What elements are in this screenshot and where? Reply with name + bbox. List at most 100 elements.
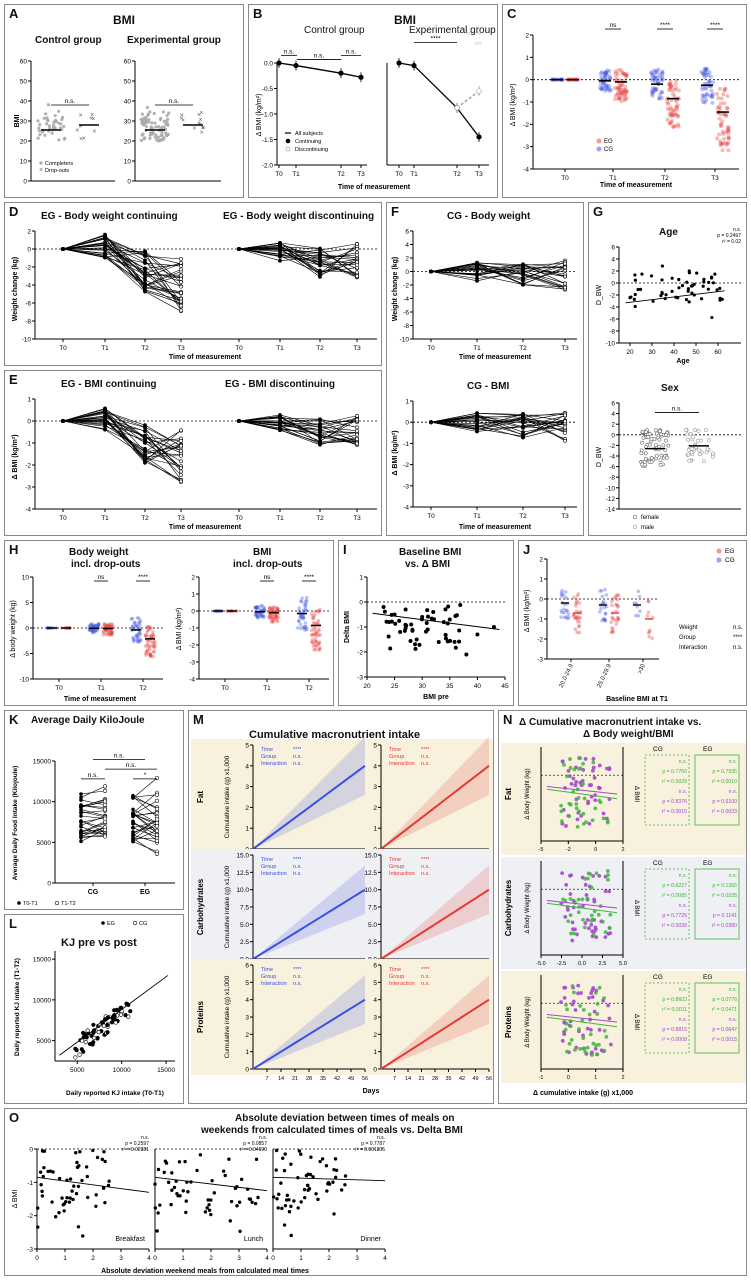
eg-point bbox=[110, 629, 114, 634]
y-axis-label: Δ BMI (kg/m²) bbox=[176, 608, 183, 651]
cg-point bbox=[703, 87, 708, 92]
cg-point bbox=[135, 639, 140, 644]
sig-label: **** bbox=[660, 22, 671, 29]
completer-point bbox=[38, 123, 42, 127]
eg-bmi-discontinuing-line bbox=[238, 420, 358, 444]
cg-point bbox=[295, 626, 300, 630]
x-tick-label: 35 bbox=[445, 1076, 451, 1082]
cg-point bbox=[606, 873, 610, 877]
panel-a-label: A bbox=[9, 6, 19, 21]
stat-label: n.s. bbox=[729, 1017, 737, 1023]
female-point bbox=[649, 459, 654, 464]
eg-point bbox=[106, 632, 111, 636]
eg-point bbox=[617, 96, 622, 101]
y-axis-label: Cumulative intake (g) x1,000 bbox=[224, 755, 231, 838]
eg-point bbox=[618, 91, 623, 96]
eg-point bbox=[610, 596, 615, 601]
cg-point bbox=[562, 763, 566, 767]
panel-h-label: H bbox=[9, 542, 19, 557]
cg-bmi-point bbox=[521, 412, 525, 417]
eg-point bbox=[318, 646, 322, 650]
t0t1-point bbox=[131, 796, 135, 800]
x-axis-label: Time of measurement bbox=[169, 354, 242, 361]
male-point bbox=[705, 447, 710, 452]
cg-point bbox=[254, 605, 259, 610]
male-point bbox=[689, 450, 694, 455]
eg-point bbox=[615, 92, 620, 97]
cg-point bbox=[603, 72, 608, 77]
cg-bmi-point bbox=[521, 424, 525, 429]
eg-point bbox=[574, 601, 579, 606]
cg-point bbox=[304, 595, 309, 600]
data-point bbox=[271, 1195, 276, 1199]
cg-point bbox=[131, 639, 136, 644]
eg-point bbox=[646, 599, 651, 604]
age-point bbox=[695, 271, 699, 275]
cg-point bbox=[94, 624, 99, 628]
eg-point bbox=[603, 889, 608, 894]
cg-point bbox=[567, 615, 571, 620]
eg-point bbox=[317, 642, 321, 647]
age-point bbox=[686, 287, 690, 291]
stat-label: r² = 0.0085 bbox=[662, 893, 687, 899]
eg-bmi-continuing-line bbox=[62, 408, 182, 442]
completer-point bbox=[46, 119, 50, 123]
data-point bbox=[77, 1164, 81, 1168]
regression-line bbox=[546, 788, 618, 800]
cg-point bbox=[299, 615, 303, 620]
cg-point bbox=[297, 619, 301, 624]
cg-point bbox=[657, 72, 662, 77]
eg-point bbox=[317, 647, 322, 652]
eg-point bbox=[616, 87, 621, 92]
cg-point bbox=[135, 636, 140, 641]
eg-point bbox=[717, 132, 722, 137]
cg-weight-line bbox=[430, 263, 566, 272]
eg-point bbox=[667, 86, 672, 91]
cg-weight-point bbox=[475, 271, 479, 276]
eg-point bbox=[147, 644, 152, 649]
eg-point bbox=[725, 106, 730, 111]
cg-point bbox=[701, 70, 706, 75]
stat-value: n.s. bbox=[733, 645, 743, 651]
cg-point bbox=[255, 615, 260, 620]
eg-point bbox=[672, 87, 677, 92]
eg-continuing-point bbox=[143, 285, 147, 289]
panel-d-title-right: EG - Body weight discontinuing bbox=[223, 211, 375, 222]
stat-label: r² = 0.0029 bbox=[662, 779, 687, 785]
panel-m-title: Cumulative macronutrient intake bbox=[249, 729, 421, 741]
eg-point bbox=[148, 653, 153, 658]
eg-point bbox=[564, 882, 569, 887]
cg-point bbox=[565, 1049, 569, 1054]
eg-point bbox=[563, 914, 568, 919]
eg-point bbox=[667, 82, 672, 87]
eg-point bbox=[317, 627, 321, 631]
y-tick-label: -3 bbox=[27, 1247, 33, 1254]
cg-point bbox=[93, 629, 97, 634]
x-tick-label: -5 bbox=[539, 847, 544, 853]
panel-g-title-top: Age bbox=[659, 227, 678, 238]
x-tick-label: T2 bbox=[337, 171, 345, 178]
y-tick-label: 0 bbox=[47, 881, 51, 888]
eg-point bbox=[317, 640, 322, 645]
stat-label: Group bbox=[679, 635, 696, 641]
eg-bmi-discontinuing-point bbox=[318, 442, 322, 447]
cg-point bbox=[138, 619, 143, 623]
cg-point bbox=[254, 613, 258, 617]
panel-o: O Absolute deviation between times of me… bbox=[4, 1108, 747, 1276]
completer-point bbox=[166, 132, 170, 137]
x-tick-label: 20 bbox=[626, 349, 634, 356]
cg-point bbox=[607, 84, 612, 89]
y-tick-label: 4 bbox=[245, 997, 249, 1004]
eg-point bbox=[726, 128, 731, 133]
data-point bbox=[280, 1206, 284, 1211]
data-point bbox=[183, 1159, 187, 1164]
cg-point bbox=[704, 98, 709, 103]
y-tick-label: 15000 bbox=[33, 759, 51, 766]
eg-bmi-continuing-point bbox=[179, 459, 183, 464]
cg-point bbox=[137, 616, 141, 621]
cg-point bbox=[603, 587, 607, 592]
data-point bbox=[77, 1052, 82, 1057]
cg-point bbox=[562, 615, 567, 620]
legend-cg: CG bbox=[604, 147, 613, 153]
